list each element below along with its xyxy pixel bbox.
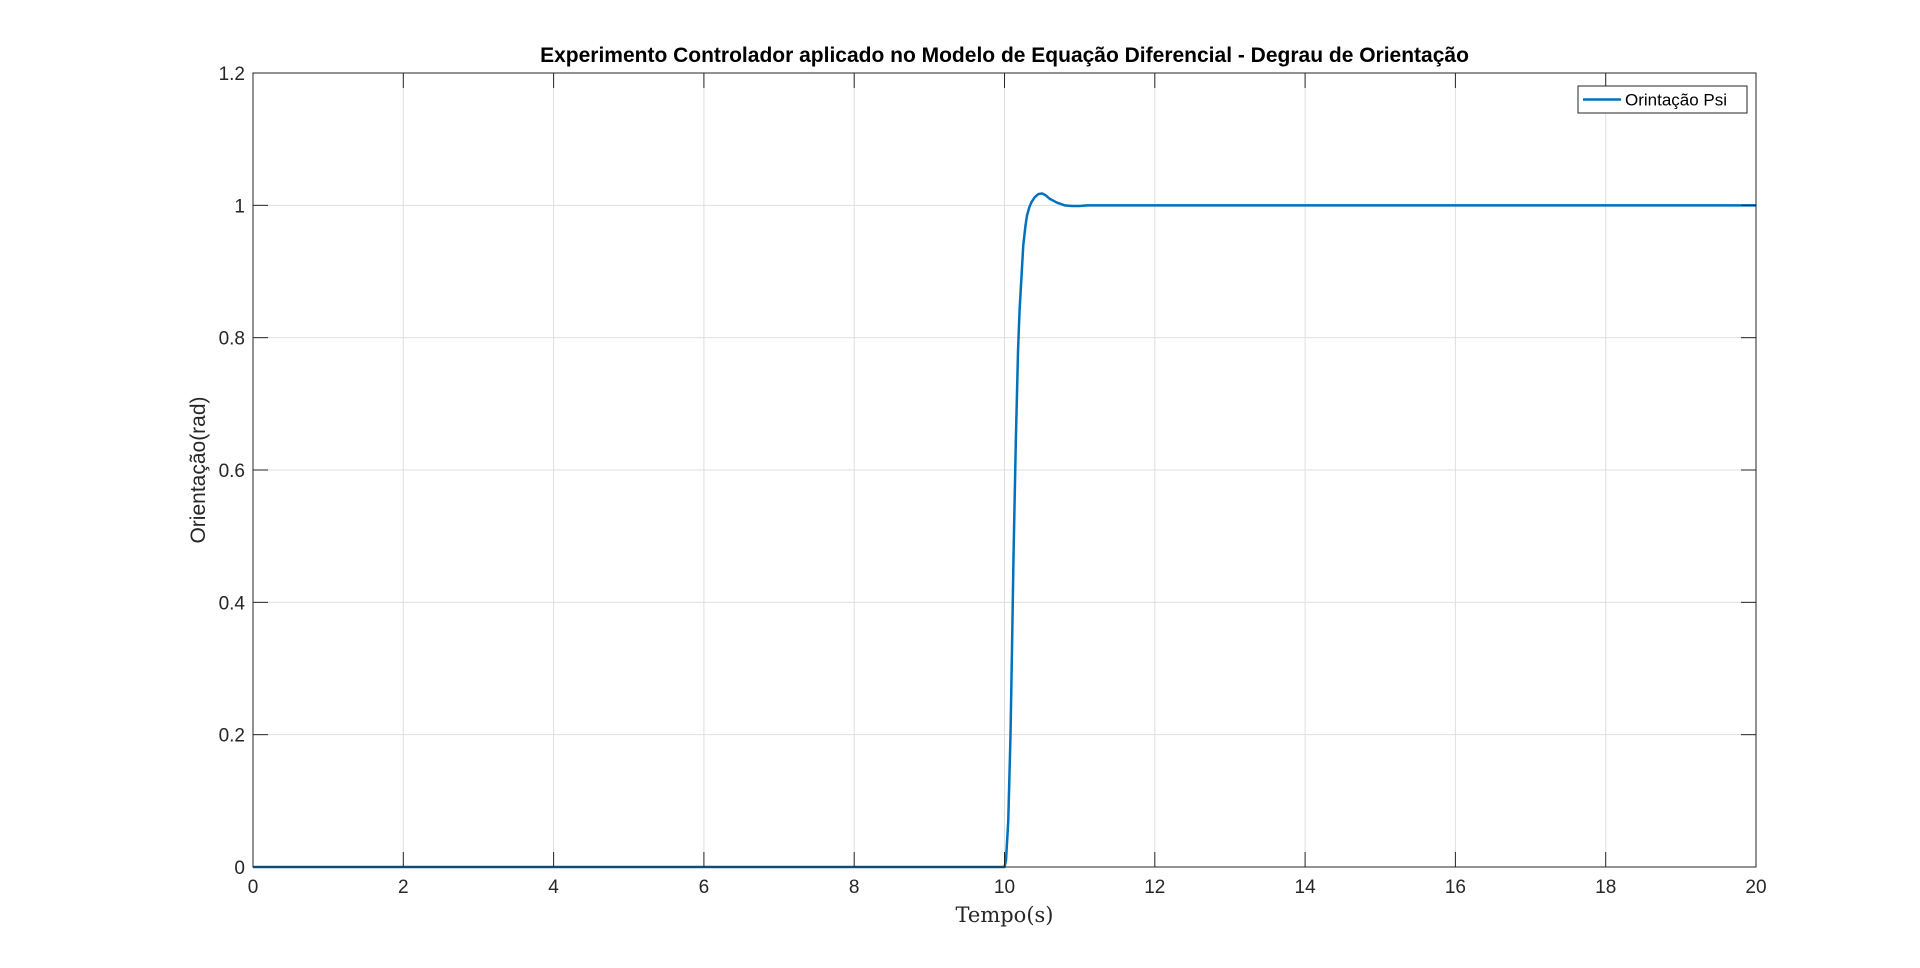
- x-axis-label: Tempo(s): [956, 903, 1054, 927]
- y-tick-label: 0.6: [219, 461, 245, 482]
- y-tick-label: 1.2: [219, 64, 245, 85]
- legend: Orintação Psi: [1577, 85, 1748, 114]
- x-tick-label: 4: [548, 877, 559, 898]
- x-tick-label: 14: [1295, 877, 1317, 898]
- x-tick-label: 6: [699, 877, 710, 898]
- x-tick-label: 16: [1445, 877, 1466, 898]
- legend-entry-label: Orintação Psi: [1625, 91, 1727, 110]
- y-tick-label: 0.4: [219, 593, 246, 614]
- tick-labels: 0 2 4 6 8 10 12 14 16 18 20 0 0.2 0.4 0.6 0.8 1 1.2: [219, 64, 1767, 898]
- x-tick-label: 10: [994, 877, 1015, 898]
- series-line-psi: [253, 192, 1756, 869]
- y-tick-label: 0.2: [219, 726, 245, 747]
- x-tick-label: 18: [1595, 877, 1616, 898]
- y-axis-label: Orientação(rad): [187, 396, 210, 543]
- x-tick-label: 20: [1745, 877, 1766, 898]
- y-tick-label: 0.8: [219, 329, 245, 350]
- x-tick-label: 2: [398, 877, 409, 898]
- x-tick-label: 0: [248, 877, 259, 898]
- chart-title: Experimento Controlador aplicado no Mode…: [540, 44, 1469, 67]
- x-tick-label: 8: [849, 877, 860, 898]
- axes-box: [252, 72, 1757, 868]
- x-tick-label: 12: [1144, 877, 1165, 898]
- y-tick-label: 0: [234, 858, 245, 879]
- series-layer: [253, 192, 1756, 869]
- y-tick-label: 1: [234, 196, 245, 217]
